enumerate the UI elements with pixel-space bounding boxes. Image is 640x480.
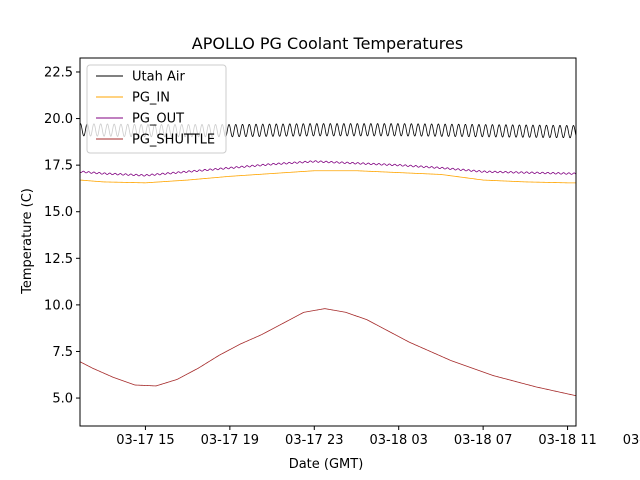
- y-tick-label: 17.5: [44, 159, 73, 174]
- y-axis: 5.0 7.5 10.0 12.5 15.0 17.5 20.0 22.5: [44, 65, 80, 407]
- legend-label: Utah Air: [132, 70, 185, 85]
- legend-label: PG_SHUTTLE: [132, 133, 215, 148]
- y-tick-label: 22.5: [44, 65, 73, 80]
- legend-box: [86, 64, 227, 154]
- legend-label: PG_OUT: [132, 112, 184, 127]
- legend: Utah Air PG_IN PG_OUT PG_SHUTTLE: [86, 64, 227, 154]
- series-line-pg-shuttle: [80, 308, 576, 397]
- x-tick-label: 03-18 11: [538, 433, 596, 448]
- x-tick-label: 03-17 19: [201, 433, 259, 448]
- x-tick-label: 03-17 15: [116, 433, 174, 448]
- y-tick-label: 20.0: [44, 112, 73, 127]
- y-tick-label: 7.5: [52, 345, 73, 360]
- x-tick-label: 03-18 07: [454, 433, 512, 448]
- x-tick-label: 03-17 23: [285, 433, 343, 448]
- y-axis-label: Temperature (C): [20, 188, 35, 295]
- series-line-pg-in: [80, 170, 576, 184]
- chart-title: APOLLO PG Coolant Temperatures: [192, 34, 463, 53]
- y-tick-label: 15.0: [44, 205, 73, 220]
- series-line-pg-out: [80, 160, 576, 177]
- legend-label: PG_IN: [132, 91, 170, 106]
- plot-frame: [79, 57, 577, 427]
- x-tick-label: 03-18 15: [623, 433, 640, 448]
- y-tick-label: 5.0: [52, 392, 73, 407]
- y-tick-label: 10.0: [44, 298, 73, 313]
- x-axis: 03-17 15 03-17 19 03-17 23 03-18 03 03-18 07…: [116, 426, 640, 448]
- x-axis-label: Date (GMT): [289, 457, 364, 472]
- y-tick-label: 12.5: [44, 252, 73, 267]
- x-tick-label: 03-18 03: [369, 433, 427, 448]
